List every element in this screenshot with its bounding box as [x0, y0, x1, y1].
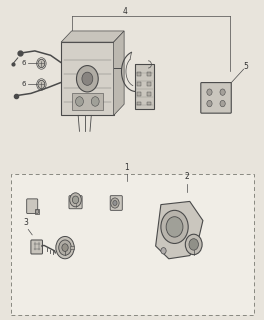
Text: 5: 5: [244, 61, 249, 70]
Circle shape: [38, 80, 45, 89]
Text: 4: 4: [123, 7, 128, 16]
Circle shape: [62, 244, 68, 252]
Text: 6: 6: [21, 60, 26, 67]
Circle shape: [161, 248, 166, 254]
Bar: [147, 92, 151, 96]
Circle shape: [220, 89, 225, 95]
FancyBboxPatch shape: [110, 196, 122, 210]
Circle shape: [207, 89, 212, 95]
Circle shape: [82, 72, 93, 85]
Bar: [147, 102, 151, 106]
Bar: [72, 93, 103, 109]
Text: 6: 6: [21, 82, 26, 87]
Circle shape: [111, 198, 119, 208]
Bar: [137, 92, 141, 96]
Bar: [147, 82, 151, 86]
Circle shape: [185, 234, 202, 255]
Bar: [137, 72, 141, 76]
Bar: [35, 209, 39, 214]
FancyBboxPatch shape: [69, 196, 82, 209]
Bar: [137, 102, 141, 106]
Text: 2: 2: [185, 172, 190, 181]
FancyBboxPatch shape: [201, 83, 231, 113]
Circle shape: [76, 97, 83, 106]
Circle shape: [113, 200, 117, 205]
Bar: [11, 174, 254, 315]
Bar: [61, 42, 114, 116]
Circle shape: [161, 210, 188, 244]
Bar: [11, 174, 254, 315]
Text: 1: 1: [124, 163, 129, 172]
FancyBboxPatch shape: [27, 199, 38, 213]
Circle shape: [72, 196, 79, 204]
FancyBboxPatch shape: [31, 240, 43, 254]
Polygon shape: [114, 31, 124, 116]
Bar: [137, 82, 141, 86]
Bar: [135, 64, 154, 109]
Circle shape: [56, 236, 74, 259]
Circle shape: [220, 100, 225, 107]
Polygon shape: [156, 201, 203, 259]
Circle shape: [166, 217, 183, 237]
Bar: [147, 72, 151, 76]
Circle shape: [189, 239, 199, 250]
Circle shape: [59, 240, 71, 255]
Circle shape: [77, 66, 98, 92]
Circle shape: [36, 210, 39, 213]
Text: 3: 3: [23, 218, 28, 227]
Polygon shape: [61, 31, 124, 42]
Circle shape: [38, 59, 45, 68]
Circle shape: [207, 100, 212, 107]
Circle shape: [70, 193, 81, 207]
Circle shape: [91, 97, 99, 106]
Bar: [70, 246, 74, 249]
